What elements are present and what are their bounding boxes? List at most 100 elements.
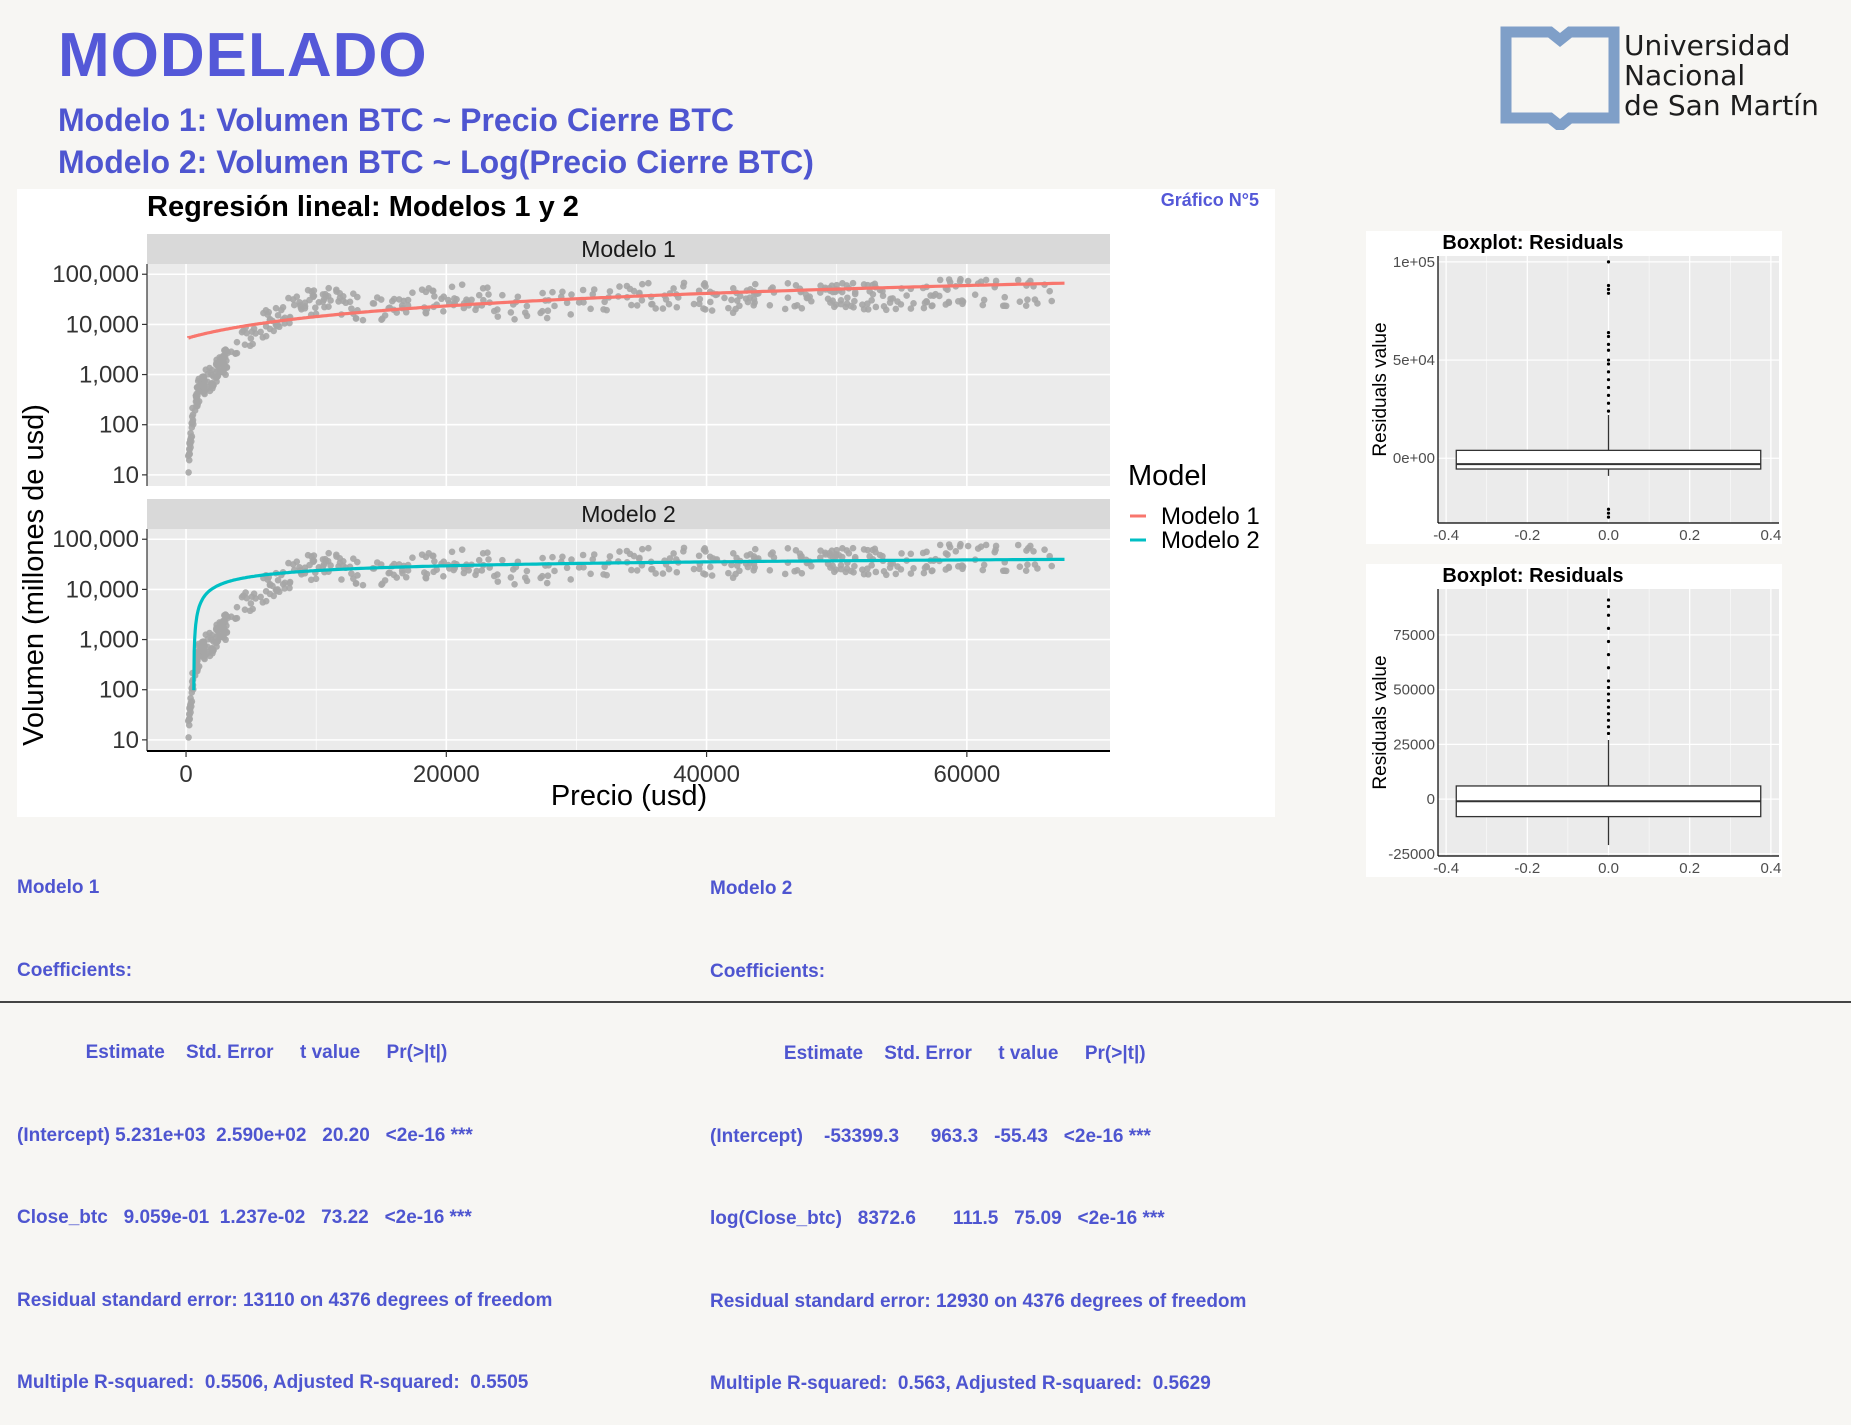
data-point <box>733 297 741 304</box>
data-point <box>310 287 318 294</box>
data-point <box>665 565 673 573</box>
data-point <box>725 304 732 312</box>
data-point <box>188 689 196 696</box>
data-point <box>580 299 587 306</box>
modelo-2-summary: Modelo 2 Coefficients: Estimate Std. Err… <box>710 820 1246 1425</box>
summary-row-slope: log(Close_btc) 8372.6 111.5 75.09 <2e-16… <box>710 1208 1165 1229</box>
data-point <box>544 307 552 315</box>
data-point <box>431 293 438 300</box>
outlier-point <box>1606 507 1611 511</box>
summary-coef-label: Coefficients: <box>710 960 826 982</box>
data-point <box>537 574 544 582</box>
data-point <box>325 549 332 557</box>
data-point <box>860 281 868 288</box>
outlier-point <box>1606 653 1611 657</box>
data-point <box>1041 546 1048 553</box>
data-point <box>626 550 634 558</box>
data-point <box>379 315 386 323</box>
data-point <box>472 306 479 314</box>
data-point <box>750 302 757 309</box>
data-point <box>390 295 398 303</box>
data-point <box>185 734 192 741</box>
data-point <box>563 299 571 307</box>
data-point <box>781 570 789 578</box>
data-point <box>680 548 687 555</box>
data-point <box>188 424 196 431</box>
data-point <box>359 316 367 324</box>
data-point <box>750 567 757 574</box>
data-point <box>272 304 280 312</box>
data-point <box>248 328 256 336</box>
summary-title: Modelo 2 <box>710 878 793 899</box>
data-point <box>946 278 954 286</box>
data-point <box>270 327 278 335</box>
y-tick-label: 75000 <box>1393 627 1435 644</box>
data-point <box>188 433 196 440</box>
outlier-point <box>1606 639 1611 644</box>
data-point <box>579 551 587 559</box>
data-point <box>733 562 741 569</box>
data-point <box>729 285 737 292</box>
data-point <box>293 558 301 566</box>
data-point <box>850 569 857 576</box>
data-point <box>257 593 264 601</box>
data-point <box>262 307 270 314</box>
data-point <box>266 580 274 588</box>
y-tick-label: 100 <box>99 412 139 439</box>
data-point <box>539 554 546 562</box>
outlier-point <box>1606 598 1611 602</box>
regression-chart: Regresión lineal: Modelos 1 y 2 Gráfico … <box>17 189 1275 817</box>
data-point <box>429 552 436 560</box>
data-point <box>1046 287 1053 295</box>
data-point <box>448 283 456 291</box>
data-point <box>700 546 708 554</box>
data-point <box>322 293 330 300</box>
data-point <box>385 569 392 577</box>
summary-row-intercept: (Intercept) 5.231e+03 2.590e+02 20.20 <2… <box>17 1124 473 1146</box>
data-point <box>511 580 518 588</box>
data-point <box>956 543 964 550</box>
data-point <box>887 560 894 568</box>
data-point <box>766 301 774 309</box>
data-point <box>910 565 917 572</box>
data-point <box>440 573 447 580</box>
data-point <box>312 304 319 312</box>
data-point <box>992 546 999 554</box>
data-point <box>213 643 220 650</box>
y-tick-label: 50000 <box>1393 682 1435 699</box>
data-point <box>784 545 792 552</box>
data-point <box>633 302 641 309</box>
data-point <box>892 570 900 578</box>
data-point <box>880 302 888 310</box>
data-point <box>626 285 634 293</box>
data-point <box>980 296 988 304</box>
data-point <box>322 558 330 565</box>
data-point <box>792 282 800 289</box>
data-point <box>659 570 667 577</box>
data-point <box>798 304 806 312</box>
x-axis: 0 20000 40000 60000 <box>147 750 1110 788</box>
data-point <box>628 566 635 574</box>
data-point <box>480 296 487 304</box>
x-tick-label: 0.0 <box>1598 527 1619 544</box>
data-point <box>310 552 318 559</box>
outlier-point <box>1606 393 1611 397</box>
data-point <box>429 287 436 295</box>
data-point <box>206 629 213 637</box>
y-tick-label: 10,000 <box>66 576 139 603</box>
data-point <box>880 567 888 575</box>
data-point <box>784 294 792 301</box>
summary-r-squared: Multiple R-squared: 0.563, Adjusted R-sq… <box>710 1373 1211 1394</box>
data-point <box>844 294 851 302</box>
data-point <box>907 550 915 558</box>
data-point <box>214 632 222 639</box>
outlier-point <box>1606 725 1611 729</box>
data-point <box>270 592 278 600</box>
boxplot-residuals-modelo-2: Boxplot: Residuals -0.4 -0.2 0.0 0.2 0.4 -2500… <box>1366 564 1782 877</box>
data-point <box>421 569 428 576</box>
data-point <box>203 648 211 656</box>
data-point <box>1001 567 1008 575</box>
data-point <box>246 342 254 350</box>
y-tick-label: 1,000 <box>79 627 139 654</box>
data-point <box>290 301 298 309</box>
